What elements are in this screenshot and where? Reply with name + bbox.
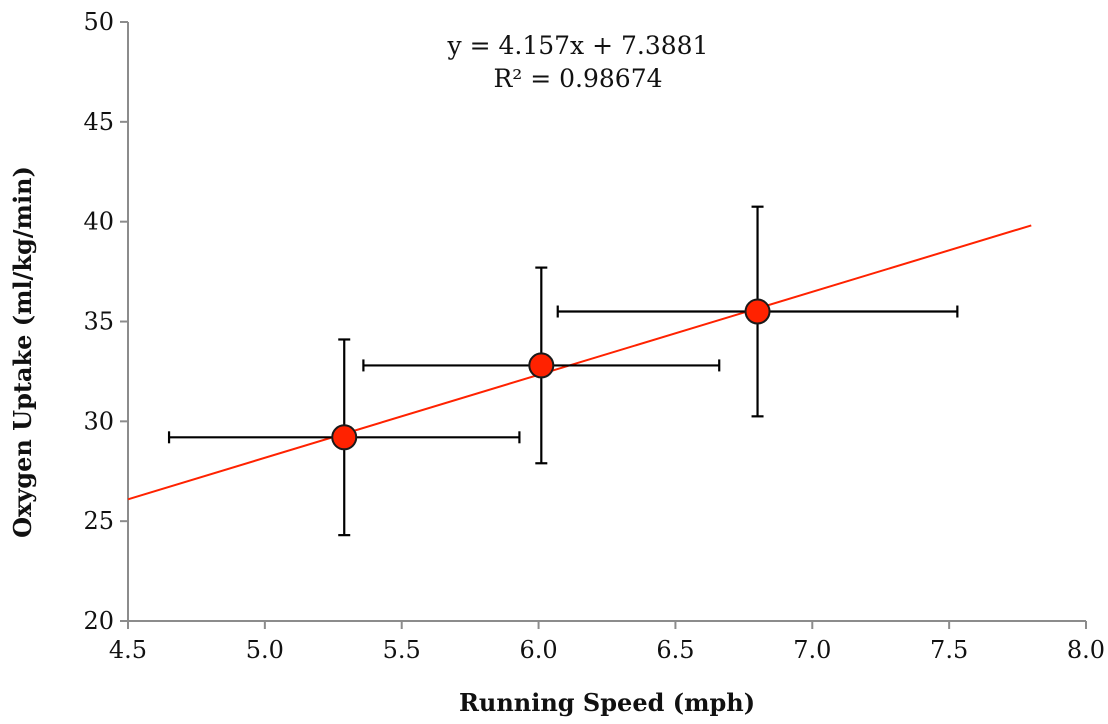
trendline-group — [127, 224, 1032, 501]
y-tick-label: 40 — [83, 208, 114, 236]
y-ticks: 20 25 30 35 40 45 50 — [83, 8, 128, 635]
x-tick-label: 5.5 — [383, 636, 421, 664]
x-ticks: 4.5 5.0 5.5 6.0 6.5 7.0 7.5 8.0 — [109, 621, 1105, 664]
x-tick-label: 5.0 — [246, 636, 284, 664]
y-tick-label: 35 — [83, 308, 114, 336]
data-point — [528, 352, 555, 379]
x-tick-label: 7.0 — [793, 636, 831, 664]
data-point — [744, 298, 771, 325]
y-tick-label: 45 — [83, 108, 114, 136]
x-tick-label: 7.5 — [930, 636, 968, 664]
y-tick-label: 20 — [83, 607, 114, 635]
y-tick-label: 25 — [83, 507, 114, 535]
x-tick-label: 4.5 — [109, 636, 147, 664]
y-axis-title: Oxygen Uptake (ml/kg/min) — [8, 166, 37, 538]
error-bars — [167, 205, 959, 537]
x-tick-label: 6.0 — [519, 636, 557, 664]
equation-label: y = 4.157x + 7.3881 — [447, 31, 709, 60]
x-tick-label: 8.0 — [1067, 636, 1105, 664]
r-squared-label: R² = 0.98674 — [493, 64, 662, 93]
data-points — [331, 298, 771, 451]
x-tick-label: 6.5 — [656, 636, 694, 664]
x-axis-title: Running Speed (mph) — [459, 688, 755, 717]
trendline — [127, 224, 1032, 501]
axes — [127, 22, 1086, 622]
data-point — [331, 424, 358, 451]
y-tick-label: 30 — [83, 407, 114, 435]
y-tick-label: 50 — [83, 8, 114, 36]
